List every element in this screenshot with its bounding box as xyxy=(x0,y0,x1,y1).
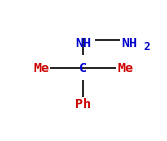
Text: NH: NH xyxy=(75,37,91,50)
Text: Me: Me xyxy=(33,61,49,74)
Text: NH: NH xyxy=(121,37,137,50)
Text: 2: 2 xyxy=(143,42,150,52)
Text: Ph: Ph xyxy=(75,98,91,111)
Text: C: C xyxy=(79,61,87,74)
Text: Me: Me xyxy=(117,61,133,74)
